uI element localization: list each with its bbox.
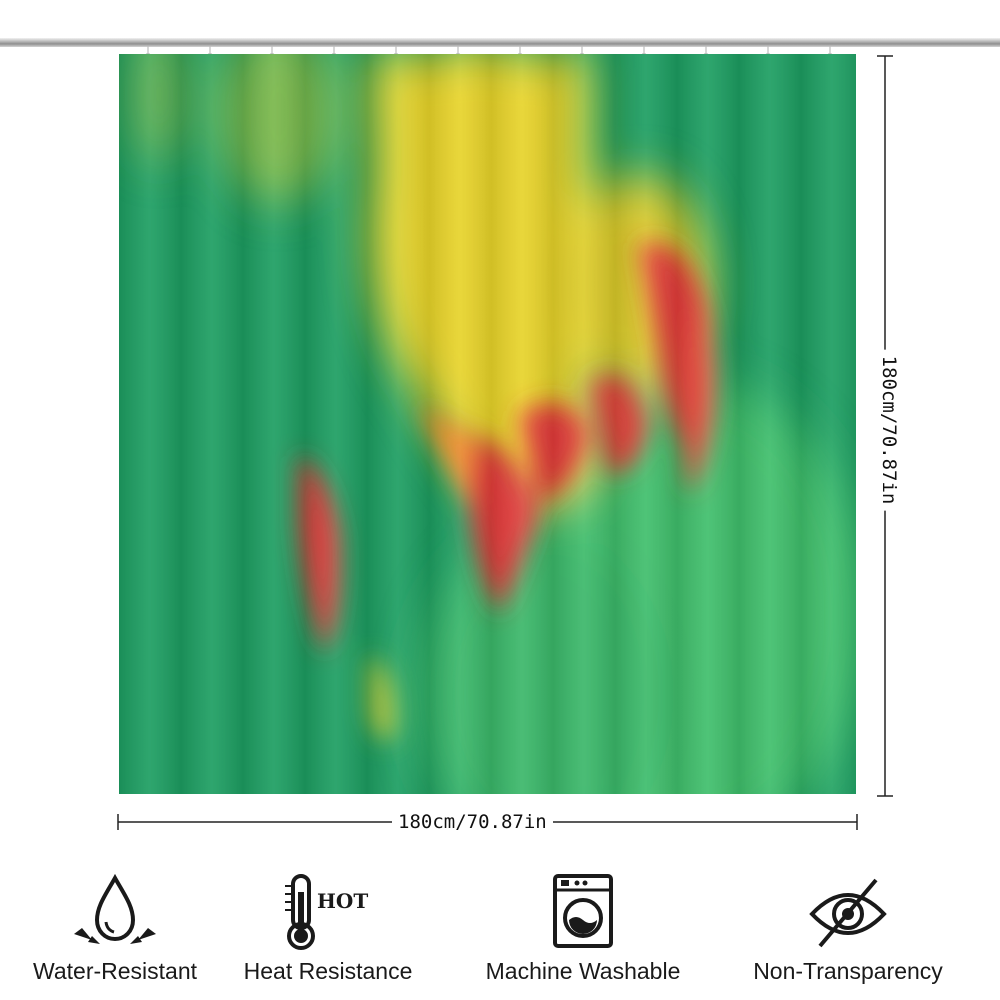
- feature-non-transparency: Non-Transparency: [733, 870, 963, 995]
- feature-label: Heat Resistance: [243, 958, 413, 984]
- feature-water-resistant: Water-Resistant: [0, 870, 230, 995]
- shower-curtain-image: [119, 54, 856, 794]
- hot-text: HOT: [317, 889, 368, 913]
- feature-machine-washable: Machine Washable: [468, 870, 698, 995]
- width-dimension: 180cm/70.87in: [0, 808, 1000, 838]
- thermometer-icon: HOT: [285, 874, 368, 950]
- feature-label: Non-Transparency: [753, 958, 943, 984]
- feature-label: Water-Resistant: [32, 958, 198, 984]
- height-label-wrap: 180cm/70.87in: [869, 330, 909, 530]
- curtain-rod: [0, 38, 1000, 47]
- width-label: 180cm/70.87in: [392, 811, 553, 833]
- feature-label: Machine Washable: [485, 958, 681, 984]
- water-drop-icon: [74, 873, 156, 944]
- height-label: 180cm/70.87in: [878, 349, 900, 511]
- washing-machine-icon: [553, 874, 613, 948]
- feature-heat-resistance: HOT Heat Resistance: [213, 870, 443, 995]
- eye-slash-icon: [809, 878, 887, 948]
